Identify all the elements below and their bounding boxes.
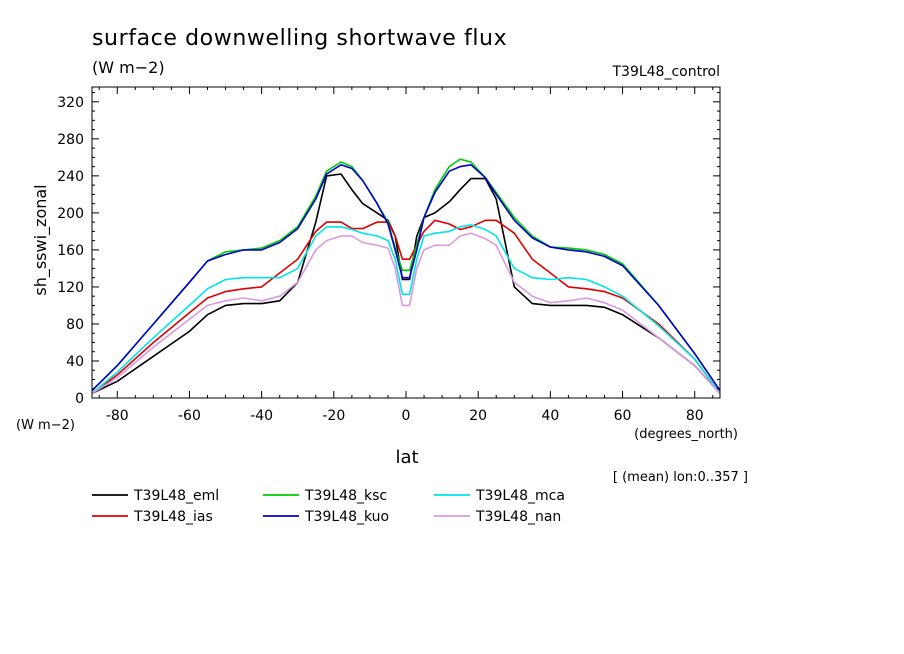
chart-title: surface downwelling shortwave flux	[92, 26, 507, 51]
legend-item-T39L48_ias: T39L48_ias	[92, 509, 213, 525]
x-tick-label: -80	[106, 408, 129, 424]
legend-item-T39L48_kuo: T39L48_kuo	[263, 509, 389, 525]
legend-item-T39L48_ksc: T39L48_ksc	[263, 488, 387, 504]
y-tick-label: 120	[57, 280, 84, 296]
series-line-T39L48_nan	[91, 232, 721, 395]
region-note: [ (mean) lon:0..357 ]	[613, 470, 748, 485]
series-line-T39L48_kuo	[91, 164, 721, 392]
chart-units: (W m−2)	[92, 58, 165, 77]
x-axis-unit-label: (degrees_north)	[634, 427, 738, 442]
x-tick-label: 80	[686, 408, 704, 424]
y-tick-label: 320	[57, 95, 84, 111]
series-line-T39L48_mca	[91, 224, 721, 395]
y-tick-label: 40	[66, 354, 84, 370]
x-tick-label: -20	[322, 408, 345, 424]
experiment-label: T39L48_control	[611, 64, 720, 80]
y-axis-label: sh_sswi_zonal	[31, 184, 51, 295]
y-axis-unit-label: (W m−2)	[16, 418, 75, 433]
legend-label: T39L48_mca	[475, 488, 565, 504]
y-tick-label: 0	[75, 391, 84, 407]
series-line-T39L48_eml	[91, 173, 721, 395]
axes: -80 -60 -40 -20 0 20 40 60 80 0 40 80 120 160 200 240 28…	[57, 86, 721, 424]
legend-label: T39L48_ksc	[304, 488, 387, 504]
x-tick-label: 20	[469, 408, 487, 424]
legend-label: T39L48_nan	[475, 509, 561, 525]
x-axis-label: lat	[395, 447, 418, 468]
y-tick-label: 160	[57, 243, 84, 259]
x-tick-label: 40	[541, 408, 559, 424]
x-tick-label: 0	[402, 408, 411, 424]
y-tick-label: 240	[57, 169, 84, 185]
legend-label: T39L48_eml	[133, 488, 219, 504]
y-tick-label: 280	[57, 132, 84, 148]
plot-lines	[91, 158, 721, 395]
x-tick-label: -40	[250, 408, 273, 424]
legend-item-T39L48_mca: T39L48_mca	[434, 488, 565, 504]
legend: T39L48_eml T39L48_ias T39L48_ksc T39L48_kuo…	[92, 488, 565, 525]
x-tick-label: 60	[614, 408, 632, 424]
plot-frame	[91, 86, 721, 399]
legend-label: T39L48_kuo	[304, 509, 389, 525]
series-line-T39L48_ias	[91, 219, 721, 395]
legend-label: T39L48_ias	[133, 509, 213, 525]
legend-item-T39L48_nan: T39L48_nan	[434, 509, 561, 525]
series-line-T39L48_ksc	[91, 158, 721, 392]
y-tick-label: 200	[57, 206, 84, 222]
x-tick-label: -60	[178, 408, 201, 424]
legend-item-T39L48_eml: T39L48_eml	[92, 488, 219, 504]
y-tick-label: 80	[66, 317, 84, 333]
